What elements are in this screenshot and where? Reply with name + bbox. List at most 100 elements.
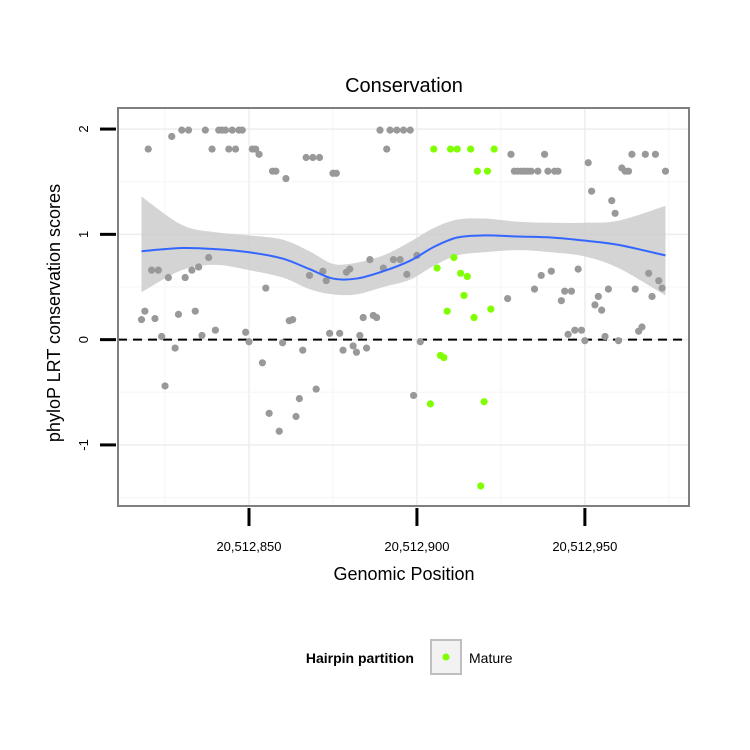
point-other — [315, 153, 324, 162]
point-other — [601, 332, 609, 341]
point-other — [651, 150, 660, 158]
point-other — [507, 150, 515, 158]
point-other — [302, 153, 310, 162]
point-other — [299, 346, 307, 354]
smooth-trend-line — [141, 234, 666, 281]
point-other — [228, 126, 236, 134]
point-other — [611, 209, 619, 217]
point-mature — [483, 167, 492, 175]
x-tick-label: 20,512,850 — [216, 539, 281, 554]
point-mature — [480, 398, 488, 406]
point-other — [305, 271, 314, 280]
point-other — [289, 316, 297, 324]
point-other — [403, 270, 411, 278]
point-mature — [440, 353, 448, 362]
point-other — [181, 273, 189, 282]
point-other — [406, 126, 414, 134]
point-other — [540, 150, 549, 158]
point-other — [638, 323, 646, 331]
point-other — [571, 326, 579, 334]
point-other — [158, 332, 166, 341]
point-other — [567, 287, 576, 295]
point-other — [221, 126, 230, 134]
point-mature — [443, 307, 451, 315]
point-other — [188, 266, 196, 274]
point-mature — [470, 313, 478, 322]
point-other — [658, 284, 666, 292]
point-other — [661, 167, 670, 175]
point-other — [409, 391, 418, 400]
point-other — [547, 267, 555, 275]
point-other — [265, 409, 273, 417]
point-other — [201, 126, 209, 134]
point-other — [534, 167, 542, 175]
point-other — [252, 145, 260, 153]
point-mature — [463, 272, 471, 281]
point-other — [245, 338, 253, 346]
point-other — [346, 265, 354, 273]
point-mature — [460, 291, 468, 300]
point-mature — [433, 264, 441, 272]
point-other — [564, 330, 572, 338]
point-other — [258, 359, 267, 367]
legend-title: Hairpin partition — [306, 650, 414, 666]
point-mature — [467, 145, 475, 153]
point-other — [396, 256, 404, 264]
point-other — [655, 277, 663, 285]
point-other — [174, 310, 183, 318]
point-other — [242, 328, 250, 336]
point-other — [376, 126, 384, 134]
point-other — [282, 174, 290, 183]
point-mature — [430, 145, 438, 153]
point-mature — [490, 145, 498, 153]
point-mature — [457, 269, 465, 277]
point-other — [544, 167, 552, 175]
point-other — [164, 273, 172, 282]
point-mature — [477, 482, 485, 490]
x-tick-label: 20,512,950 — [552, 539, 617, 554]
point-other — [137, 316, 146, 324]
point-other — [624, 167, 633, 175]
point-other — [399, 126, 408, 134]
point-other — [339, 346, 347, 354]
point-other — [584, 159, 592, 167]
panel-border — [117, 107, 690, 507]
point-other — [383, 145, 391, 153]
point-other — [275, 427, 283, 435]
point-other — [154, 266, 162, 274]
point-other — [198, 331, 206, 340]
point-other — [205, 253, 213, 262]
y-tick-label: 1 — [76, 231, 91, 238]
point-other — [631, 285, 639, 293]
point-other — [171, 344, 179, 352]
point-other — [255, 150, 263, 158]
point-mature — [473, 167, 481, 175]
legend-key-dot-mature — [442, 653, 450, 661]
point-other — [389, 256, 398, 264]
point-other — [537, 271, 545, 280]
point-other — [530, 285, 539, 293]
point-other — [352, 348, 361, 356]
legend: Hairpin partition Mature — [306, 639, 513, 675]
point-other — [238, 126, 246, 134]
point-other — [336, 329, 344, 337]
plot-panel — [117, 107, 690, 507]
point-other — [591, 301, 599, 309]
point-mature — [453, 145, 461, 153]
legend-label-mature: Mature — [469, 650, 513, 666]
point-other — [184, 126, 193, 134]
point-mature — [426, 400, 434, 408]
y-tick-label: -1 — [76, 439, 91, 451]
point-other — [604, 285, 612, 293]
point-other — [416, 338, 424, 346]
point-other — [141, 307, 149, 315]
point-other — [557, 297, 565, 305]
point-other — [225, 145, 233, 153]
point-other — [309, 153, 317, 162]
point-other — [628, 150, 636, 158]
point-other — [359, 313, 367, 322]
point-other — [319, 267, 327, 275]
point-other — [594, 292, 602, 301]
point-other — [326, 329, 334, 337]
